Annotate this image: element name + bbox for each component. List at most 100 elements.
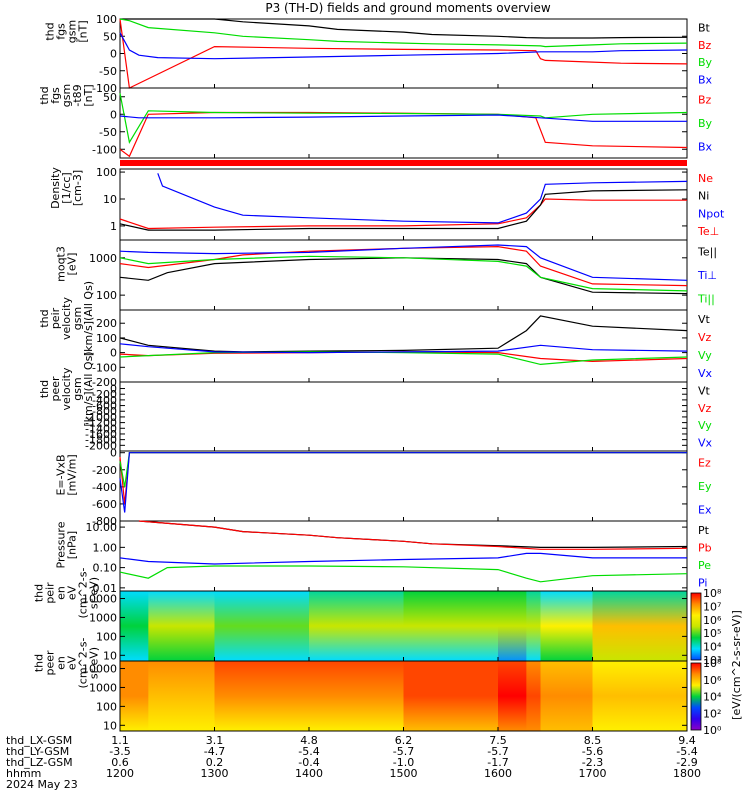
ytick-label: -1000: [85, 411, 117, 424]
heatmap-cell: [526, 661, 542, 731]
ytick-label: -100: [92, 361, 117, 374]
xaxis-value: -5.4: [298, 745, 319, 758]
series-line: [119, 18, 688, 48]
heatmap-cell: [214, 661, 310, 731]
panel-ylabel-line: peer: [49, 376, 62, 402]
panel-ylabel-line: thd: [33, 654, 46, 672]
panel-ylabel-line: sr-eV): [88, 647, 101, 679]
legend-label: Ey: [698, 480, 712, 493]
ytick-label: -400: [92, 481, 117, 494]
panel-ylabel: moqt3[eV]: [55, 246, 79, 282]
ytick-label: 100: [96, 630, 117, 643]
heatmap-cell: [214, 591, 310, 661]
ytick-label: -600: [92, 498, 117, 511]
panel-ylabel-line: en: [55, 656, 68, 670]
ytick-label: 0: [110, 447, 117, 460]
ytick-label: -800: [92, 515, 117, 528]
panel-ylabel: thdpeereneV(cm^2-s-sr-eV): [33, 638, 101, 689]
ytick-label: 100: [96, 13, 117, 26]
legend-label: Ni: [698, 190, 709, 203]
series-line: [119, 452, 687, 513]
legend-label: Npot: [698, 207, 725, 220]
legend-label: Vy: [698, 419, 712, 432]
series-line: [119, 244, 688, 281]
series-line: [119, 245, 688, 287]
ytick-label: 50: [103, 30, 117, 43]
panel-ylabel-line: (cm^2-s-: [77, 638, 90, 689]
ytick-label: -800: [92, 405, 117, 418]
ytick-label: 0: [110, 347, 117, 360]
panel-3: 100 10 1 Density[1/cc][cm-3] Ne Ni Npot Te⊥: [49, 166, 725, 241]
colorbar-tick: 10⁵: [703, 627, 721, 640]
ytick-label: -2000: [85, 439, 117, 452]
panel-ylabel-line: gsm: [71, 377, 84, 400]
series-line: [120, 18, 688, 39]
panel-1: 100 50 0 -50 -100 thdfgsgsm[nT] Bt Bz By Bx: [44, 13, 713, 95]
ytick-label: -100: [92, 143, 117, 156]
panel-ylabel-line: E=-VxB: [55, 454, 68, 495]
xaxis-value: 9.4: [678, 734, 696, 747]
panel-ylabel: Density[1/cc][cm-3]: [49, 167, 84, 209]
panel-4: 1000 100 moqt3[eV] Te|| Ti⊥ Ti||: [55, 239, 717, 311]
colorbar-label: [eV/(cm^2-s-sr-eV)]: [730, 610, 743, 720]
ytick-label: 1.00: [93, 541, 118, 554]
panel-frame: [119, 309, 688, 383]
legend-label: Vt: [698, 385, 711, 398]
series-line: [119, 111, 688, 158]
ytick-label: 10: [103, 719, 117, 732]
series-line: [138, 520, 688, 550]
panel-ylabel-line: thd: [38, 86, 51, 104]
legend-label: Te⊥: [697, 225, 719, 238]
ytick-label: -50: [99, 65, 117, 78]
xaxis-value: 1400: [295, 767, 323, 780]
colorbar-tick: 10⁸: [703, 587, 722, 600]
xaxis-value: 1200: [106, 767, 134, 780]
xaxis-value: 1700: [579, 767, 607, 780]
series-line: [119, 552, 687, 565]
panel-ylabel: thdpeirvelocitygsm[km/s](All Qs): [38, 281, 95, 356]
panel-5: 200 100 0-100 -200 thdpeirvelocitygsm[km/s](…: [38, 281, 713, 389]
legend-label: Vx: [698, 436, 713, 449]
xaxis-value: 8.5: [584, 734, 602, 747]
ytick-label: -50: [99, 126, 117, 139]
ytick-label: -1200: [85, 417, 117, 430]
panel-frame: [119, 450, 688, 522]
xaxis-value: -4.7: [204, 745, 225, 758]
ytick-label: 100: [96, 289, 117, 302]
panel-ylabel-line: Density: [49, 167, 62, 209]
legend-label: Ne: [698, 172, 713, 185]
xaxis-row-label: thd_LZ-GSM: [6, 756, 73, 769]
series-line: [119, 198, 687, 230]
ytick-label: -1800: [85, 434, 117, 447]
legend-label: Bt: [698, 22, 711, 35]
heatmap-cell: [403, 591, 499, 661]
heatmap-cell: [309, 591, 404, 661]
ytick-label: 0: [110, 383, 117, 396]
xaxis-value: 1.1: [111, 734, 129, 747]
ytick-label: 0.01: [93, 582, 118, 595]
series-line: [119, 452, 687, 488]
series-line: [119, 565, 688, 583]
panel-ylabel-line: thd: [38, 309, 51, 327]
panel-ylabel-line: gsm: [71, 307, 84, 330]
panel-ylabel-line: peir: [44, 582, 57, 604]
plot-title: P3 (TH-D) fields and ground moments over…: [265, 1, 550, 15]
panel-ylabel-line: moqt3: [55, 246, 68, 282]
panel-ylabel-line: Pressure: [55, 521, 68, 568]
xaxis-value: -2.3: [582, 756, 603, 769]
panel-ylabel-line: velocity: [60, 297, 73, 340]
panel-ylabel-line: [eV]: [66, 253, 79, 276]
panel-ylabel-line: [km/s](All Qs): [82, 281, 95, 356]
panel-frame: [119, 381, 688, 452]
panel-ylabel-line: eV: [66, 585, 79, 600]
legend-label: Bx: [698, 140, 713, 153]
heatmap-cell: [526, 591, 542, 661]
series-line: [119, 343, 688, 354]
colorbar-tick: 10³: [703, 654, 721, 667]
ytick-label: 0: [110, 108, 117, 121]
xaxis-value: -5.7: [487, 745, 508, 758]
colorbar-tick: 10⁶: [703, 614, 722, 627]
heatmap-cell: [403, 661, 499, 731]
